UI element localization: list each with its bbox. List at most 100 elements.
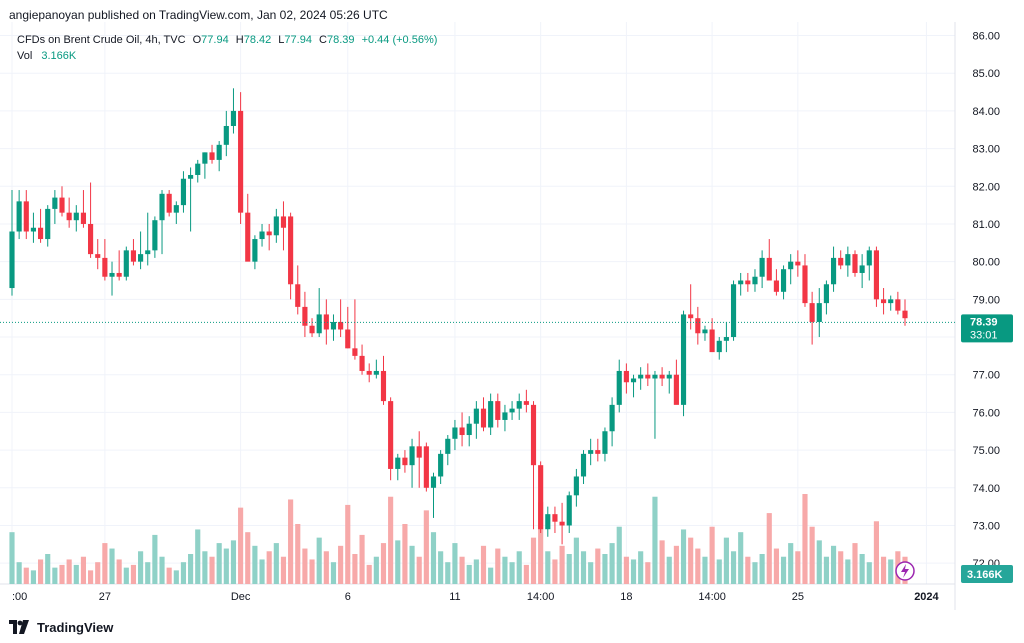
candle-body [838, 257, 844, 266]
price-tick-label: 84.00 [972, 106, 1000, 118]
candle-body [545, 514, 551, 530]
volume-bar [366, 564, 372, 584]
volume-bar [502, 556, 508, 584]
time-tick-label: 2024 [914, 591, 939, 603]
volume-bar [330, 562, 337, 584]
candle-body [430, 476, 437, 488]
candle-body [380, 370, 387, 402]
volume-bar [216, 543, 222, 584]
time-tick-label: Dec [231, 591, 251, 603]
legend-vol-value: 3.166K [41, 50, 77, 62]
legend-symbol: CFDs on Brent Crude Oil, 4h, TVC [17, 34, 186, 46]
candle-body [116, 272, 122, 277]
candle-body [295, 284, 301, 307]
volume-bar [852, 543, 858, 584]
candle-body [423, 446, 429, 488]
volume-bar [523, 564, 529, 584]
volume-bar [802, 494, 808, 584]
candle-body [880, 299, 887, 304]
candle-body [645, 374, 651, 379]
volume-bar [516, 551, 522, 584]
volume-bar [616, 526, 622, 584]
candle-body [630, 378, 637, 383]
candle-body [830, 257, 837, 285]
legend-high: 78.42 [243, 34, 272, 46]
candle-body [752, 276, 758, 285]
candle-body [759, 257, 765, 277]
volume-bar [423, 510, 429, 584]
volume-bar [273, 543, 279, 584]
candle-body [130, 250, 137, 262]
publisher-line: angiepanoyan published on TradingView.co… [9, 8, 388, 22]
price-tick-label: 80.00 [972, 257, 1000, 269]
time-tick-label: 18 [620, 591, 632, 603]
candle-body [473, 408, 479, 424]
price-tick-label: 83.00 [972, 144, 1000, 156]
volume-bar [738, 532, 744, 584]
volume-bar [345, 504, 351, 584]
volume-bar [352, 554, 358, 584]
candle-body [9, 231, 15, 289]
volume-bar [466, 564, 472, 584]
volume-bar [409, 545, 415, 584]
candle-body [180, 178, 187, 206]
candle-body [788, 261, 794, 270]
volume-bar [809, 526, 815, 584]
volume-bar [166, 567, 172, 584]
volume-bar [823, 556, 829, 584]
candle-body [209, 152, 215, 160]
volume-bar [95, 562, 101, 584]
candle-body [902, 310, 908, 319]
candle-body [859, 265, 865, 273]
volume-bar [388, 496, 394, 584]
candle-body [516, 401, 522, 409]
candle-body [816, 303, 822, 322]
volume-bar [652, 496, 658, 584]
candle-body [159, 193, 165, 221]
volume-bar [402, 524, 408, 584]
volume-bar [816, 540, 822, 584]
candle-body [195, 163, 201, 175]
volume-bar [838, 551, 844, 584]
candlestick-chart[interactable]: 86.00 85.00 84.00 83.00 82.00 81.00 80.00 79.00… [0, 22, 1024, 610]
chart-area[interactable]: 86.00 85.00 84.00 83.00 82.00 81.00 80.00 79.00… [0, 22, 1024, 610]
candle-body [338, 321, 344, 330]
volume-bar [316, 537, 322, 584]
volume-bar [580, 551, 587, 584]
volume-bar [266, 551, 272, 584]
candle-body [823, 284, 829, 304]
volume-bar [873, 521, 879, 584]
candle-body [730, 284, 737, 338]
volume-badge: 3.166K [961, 565, 1013, 583]
volume-bar [30, 570, 37, 584]
candle-body [580, 453, 587, 477]
candle-body [280, 216, 287, 228]
volume-bar [573, 537, 579, 584]
candle-body [38, 227, 44, 240]
candle-body [138, 254, 144, 262]
price-axis[interactable]: 86.00 85.00 84.00 83.00 82.00 81.00 80.00 79.00… [972, 31, 1000, 571]
candle-body [216, 144, 222, 160]
candle-body [416, 446, 422, 458]
volume-bar [145, 562, 151, 584]
tradingview-logo-icon [9, 620, 31, 634]
volume-bar [723, 537, 729, 584]
candle-body [888, 299, 894, 304]
volume-bar [245, 532, 251, 584]
candle-body [895, 299, 901, 311]
footer-brand: TradingView [37, 619, 114, 635]
volume-bar [52, 567, 58, 584]
candle-body [173, 205, 179, 213]
candle-body [373, 370, 379, 375]
candle-body [766, 257, 772, 281]
time-axis[interactable]: :00 27 Dec 6 11 14:00 18 14:00 25 2024 [12, 591, 940, 603]
candle-body [538, 465, 544, 530]
flash-icon[interactable] [895, 561, 915, 581]
volume-bar [773, 548, 779, 584]
volume-bar [66, 559, 72, 584]
volume-bar [452, 543, 458, 584]
candle-body [266, 231, 272, 236]
volume-bar [302, 548, 308, 584]
candle-body [452, 427, 458, 439]
candle-body [488, 401, 494, 428]
